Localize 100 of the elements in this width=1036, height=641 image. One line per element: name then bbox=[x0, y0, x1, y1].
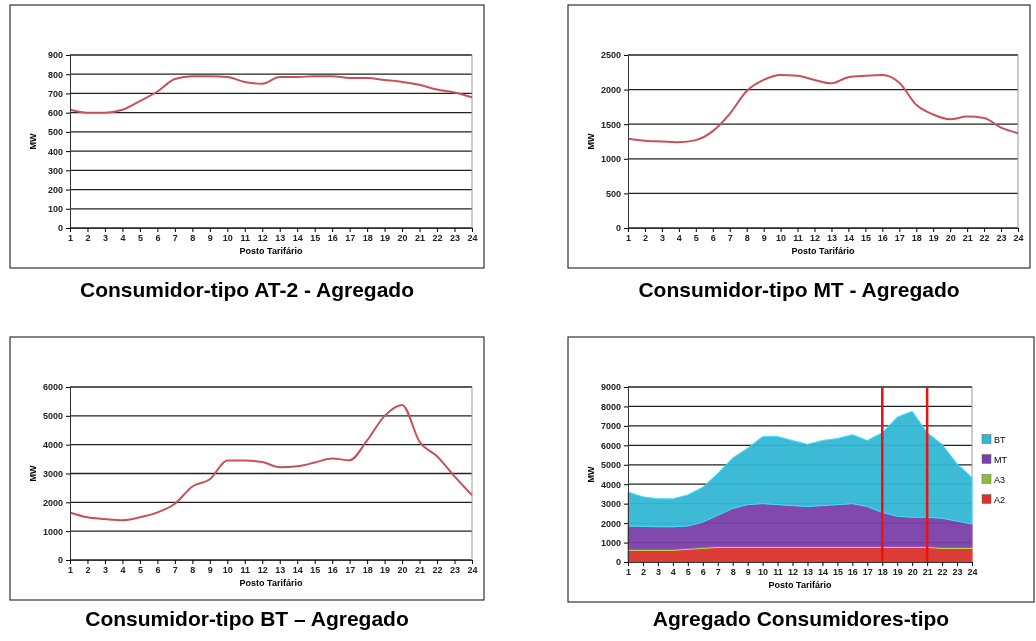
x-tick-label: 2 bbox=[640, 567, 646, 578]
x-tick-label: 11 bbox=[240, 565, 251, 576]
x-tick-label: 24 bbox=[967, 567, 978, 578]
x-tick-label: 10 bbox=[222, 233, 233, 244]
x-tick-label: 3 bbox=[659, 233, 665, 244]
x-tick-label: 6 bbox=[700, 567, 706, 578]
x-tick-label: 14 bbox=[817, 567, 828, 578]
x-tick-label: 23 bbox=[450, 565, 461, 576]
text: Consumidor-tipo MT - Agregado bbox=[638, 278, 960, 301]
x-tick-label: 1 bbox=[67, 565, 74, 576]
x-tick-label: 22 bbox=[432, 233, 443, 244]
x-tick-label: 9 bbox=[745, 567, 751, 578]
y-tick-label: 700 bbox=[47, 88, 63, 99]
x-tick-label: 11 bbox=[240, 233, 251, 244]
x-tick-label: 21 bbox=[962, 233, 973, 244]
x-tick-label: 13 bbox=[826, 233, 837, 244]
x-tick-label: 10 bbox=[776, 233, 787, 244]
x-tick-label: 22 bbox=[979, 233, 990, 244]
y-tick-label: 2000 bbox=[600, 84, 621, 95]
x-tick-label: 19 bbox=[380, 233, 391, 244]
x-tick-label: 3 bbox=[655, 567, 661, 578]
x-axis-title: Posto Tarifário bbox=[239, 578, 303, 588]
x-tick-label: 19 bbox=[928, 233, 939, 244]
x-tick-label: 12 bbox=[257, 233, 268, 244]
x-tick-label: 11 bbox=[793, 233, 803, 244]
x-tick-label: 20 bbox=[397, 565, 408, 576]
x-tick-label: 10 bbox=[758, 567, 769, 578]
y-tick-label: 400 bbox=[47, 146, 63, 157]
x-tick-label: 14 bbox=[292, 233, 303, 244]
x-tick-label: 2 bbox=[642, 233, 648, 244]
y-tick-label: 2000 bbox=[42, 497, 63, 508]
y-tick-label: 8000 bbox=[600, 401, 621, 412]
y-tick-label: 200 bbox=[47, 184, 63, 195]
x-tick-label: 8 bbox=[730, 567, 736, 578]
legend-label: MT bbox=[994, 454, 1008, 465]
x-tick-label: 22 bbox=[432, 565, 443, 576]
x-tick-label: 9 bbox=[761, 233, 767, 244]
y-tick-label: 7000 bbox=[600, 421, 621, 432]
y-tick-label: 1000 bbox=[600, 154, 621, 165]
x-tick-label: 4 bbox=[670, 567, 676, 578]
x-tick-label: 12 bbox=[810, 233, 821, 244]
x-tick-label: 2 bbox=[85, 565, 91, 576]
x-tick-label: 23 bbox=[952, 567, 963, 578]
x-tick-label: 15 bbox=[860, 233, 871, 244]
x-tick-label: 6 bbox=[155, 565, 161, 576]
x-tick-label: 16 bbox=[877, 233, 888, 244]
y-tick-label: 2500 bbox=[600, 50, 621, 61]
x-tick-label: 8 bbox=[190, 565, 196, 576]
x-tick-label: 12 bbox=[257, 565, 268, 576]
y-tick-label: 4000 bbox=[42, 440, 63, 451]
x-tick-label: 1 bbox=[625, 233, 632, 244]
x-axis-title: Posto Tarifário bbox=[768, 580, 832, 590]
text: Agregado Consumidores-tipo bbox=[652, 607, 950, 630]
x-tick-label: 18 bbox=[911, 233, 922, 244]
y-tick-label: 2000 bbox=[600, 518, 621, 529]
x-tick-label: 11 bbox=[773, 567, 783, 578]
x-tick-label: 20 bbox=[907, 567, 918, 578]
y-axis-title: MW bbox=[586, 466, 596, 483]
x-tick-label: 17 bbox=[345, 233, 356, 244]
x-axis-title: Posto Tarifário bbox=[239, 246, 303, 256]
x-tick-label: 1 bbox=[625, 567, 632, 578]
text: Consumidor-tipo BT – Agregado bbox=[85, 607, 409, 630]
y-tick-label: 0 bbox=[57, 223, 63, 234]
x-tick-label: 14 bbox=[843, 233, 854, 244]
x-tick-label: 6 bbox=[155, 233, 161, 244]
x-tick-label: 17 bbox=[894, 233, 905, 244]
x-tick-label: 23 bbox=[996, 233, 1007, 244]
x-tick-label: 4 bbox=[120, 233, 126, 244]
x-tick-label: 15 bbox=[310, 565, 321, 576]
x-tick-label: 5 bbox=[137, 233, 143, 244]
x-tick-label: 13 bbox=[802, 567, 813, 578]
y-axis-title: MW bbox=[586, 133, 596, 150]
y-axis-title: MW bbox=[28, 133, 38, 150]
x-tick-label: 3 bbox=[102, 233, 108, 244]
x-tick-label: 13 bbox=[275, 565, 286, 576]
x-tick-label: 18 bbox=[877, 567, 888, 578]
x-tick-label: 17 bbox=[345, 565, 356, 576]
x-tick-label: 7 bbox=[172, 233, 178, 244]
x-tick-label: 4 bbox=[120, 565, 126, 576]
x-tick-label: 23 bbox=[450, 233, 461, 244]
y-tick-label: 1500 bbox=[600, 119, 621, 130]
y-tick-label: 300 bbox=[47, 165, 63, 176]
y-tick-label: 6000 bbox=[42, 382, 63, 393]
x-tick-label: 13 bbox=[275, 233, 286, 244]
y-tick-label: 900 bbox=[47, 50, 63, 61]
y-tick-label: 9000 bbox=[600, 382, 621, 393]
x-tick-label: 12 bbox=[788, 567, 799, 578]
x-tick-label: 22 bbox=[937, 567, 948, 578]
y-tick-label: 0 bbox=[57, 555, 63, 566]
x-tick-label: 1 bbox=[67, 233, 74, 244]
legend-label: A2 bbox=[994, 494, 1006, 505]
y-tick-label: 1000 bbox=[600, 537, 621, 548]
x-tick-label: 7 bbox=[727, 233, 733, 244]
x-tick-label: 16 bbox=[327, 233, 338, 244]
x-tick-label: 19 bbox=[380, 565, 391, 576]
y-tick-label: 500 bbox=[47, 127, 63, 138]
x-tick-label: 2 bbox=[85, 233, 91, 244]
y-tick-label: 0 bbox=[615, 223, 621, 234]
y-tick-label: 600 bbox=[47, 108, 63, 119]
x-tick-label: 7 bbox=[715, 567, 721, 578]
